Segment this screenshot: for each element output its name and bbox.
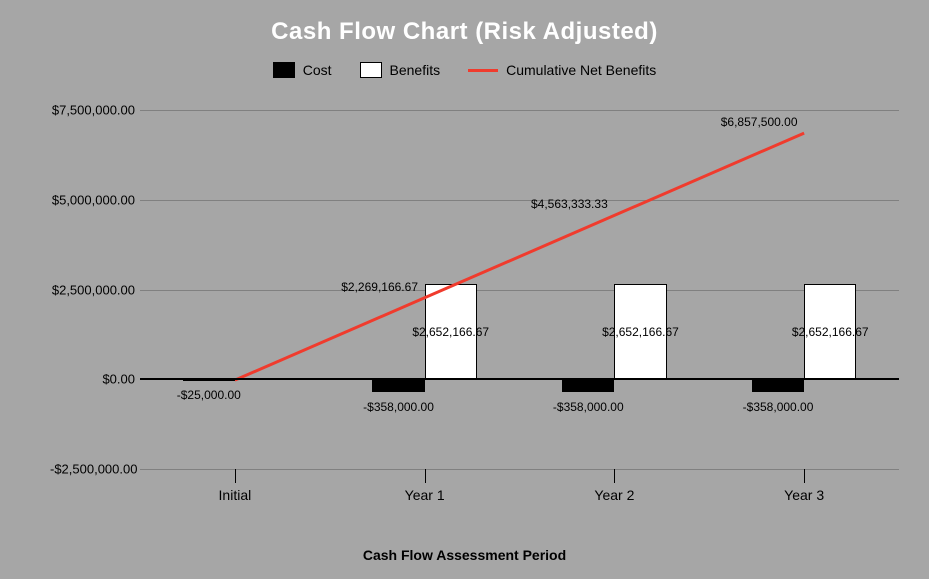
cumulative-line bbox=[140, 110, 899, 469]
y-tick-label: $2,500,000.00 bbox=[50, 282, 135, 297]
legend-swatch-cumulative bbox=[468, 69, 498, 72]
benefits-value-label: $2,652,166.67 bbox=[792, 325, 869, 339]
x-category-label: Year 1 bbox=[405, 487, 445, 503]
cost-value-label: -$358,000.00 bbox=[743, 400, 814, 414]
x-category-label: Year 3 bbox=[784, 487, 824, 503]
legend-label-cumulative: Cumulative Net Benefits bbox=[506, 62, 656, 78]
y-tick-label: -$2,500,000.00 bbox=[50, 462, 135, 477]
y-gridline bbox=[140, 469, 899, 470]
plot-inner: -$2,500,000.00$0.00$2,500,000.00$5,000,0… bbox=[140, 110, 899, 469]
x-tick bbox=[425, 469, 426, 483]
x-tick bbox=[614, 469, 615, 483]
x-tick bbox=[804, 469, 805, 483]
y-tick-label: $5,000,000.00 bbox=[50, 192, 135, 207]
plot-area: -$2,500,000.00$0.00$2,500,000.00$5,000,0… bbox=[60, 100, 899, 509]
y-tick-label: $7,500,000.00 bbox=[50, 103, 135, 118]
legend-swatch-benefits bbox=[360, 62, 382, 78]
benefits-value-label: $2,652,166.67 bbox=[602, 325, 679, 339]
cumulative-value-label: $6,857,500.00 bbox=[721, 115, 798, 129]
legend-item-benefits: Benefits bbox=[360, 62, 441, 78]
cost-value-label: -$358,000.00 bbox=[553, 400, 624, 414]
x-axis-title: Cash Flow Assessment Period bbox=[0, 547, 929, 563]
x-tick bbox=[235, 469, 236, 483]
legend-item-cost: Cost bbox=[273, 62, 332, 78]
chart-title: Cash Flow Chart (Risk Adjusted) bbox=[0, 18, 929, 46]
legend-label-benefits: Benefits bbox=[390, 62, 441, 78]
cumulative-line-path bbox=[235, 133, 804, 380]
cumulative-value-label: $2,269,166.67 bbox=[341, 280, 418, 294]
legend-item-cumulative: Cumulative Net Benefits bbox=[468, 62, 656, 78]
legend-label-cost: Cost bbox=[303, 62, 332, 78]
cumulative-value-label: $4,563,333.33 bbox=[531, 197, 608, 211]
cost-value-label: -$25,000.00 bbox=[177, 388, 241, 402]
zero-axis bbox=[140, 378, 899, 380]
x-category-label: Initial bbox=[219, 487, 252, 503]
cost-value-label: -$358,000.00 bbox=[363, 400, 434, 414]
legend-swatch-cost bbox=[273, 62, 295, 78]
chart-legend: Cost Benefits Cumulative Net Benefits bbox=[0, 62, 929, 78]
cash-flow-chart: Cash Flow Chart (Risk Adjusted) Cost Ben… bbox=[0, 0, 929, 579]
y-tick-label: $0.00 bbox=[50, 372, 135, 387]
x-category-label: Year 2 bbox=[594, 487, 634, 503]
benefits-value-label: $2,652,166.67 bbox=[412, 325, 489, 339]
